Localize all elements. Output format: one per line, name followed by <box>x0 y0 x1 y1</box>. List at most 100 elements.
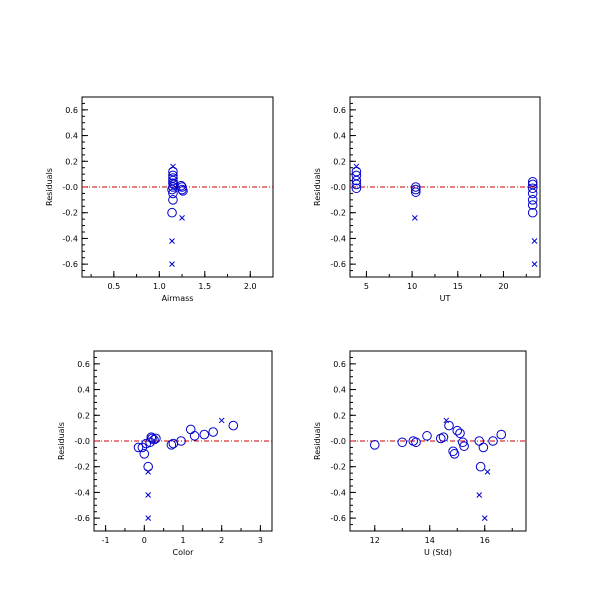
data-point-circle <box>228 420 239 431</box>
data-point-cross <box>531 261 538 267</box>
data-point-circle <box>146 432 157 442</box>
data-point-circle <box>410 187 421 197</box>
y-tick-label: -0.6 <box>74 514 90 523</box>
y-tick-label: 0.6 <box>333 360 346 369</box>
y-tick-label: 0.4 <box>65 132 78 141</box>
data-point-cross <box>145 469 152 475</box>
y-tick-label: 0.4 <box>77 386 90 395</box>
residual-plot-4: 0.6 0.4 0.2 -0.0 -0.2 -0.4 -0.6 12 14 16 U (Std) Re… <box>313 350 527 557</box>
y-tick-label: -0.4 <box>330 234 346 243</box>
data-point-circle <box>411 437 421 448</box>
y-tick-label: -0.2 <box>330 209 346 218</box>
x-tick-label: 0 <box>142 536 147 545</box>
data-point-circle <box>448 446 458 457</box>
data-point-cross <box>481 515 488 521</box>
data-point-circle <box>167 207 177 218</box>
data-point-circle <box>452 425 463 436</box>
data-point-circle <box>168 188 178 199</box>
y-tick-label: -0.2 <box>74 463 90 472</box>
data-point-circle <box>147 433 157 444</box>
data-point-circle <box>149 434 159 445</box>
y-tick-label: -0.6 <box>62 260 78 269</box>
data-point-circle <box>496 429 507 440</box>
x-tick-label: 10 <box>407 282 417 291</box>
data-point-circle <box>410 184 421 195</box>
data-point-circle <box>151 433 161 444</box>
y-tick-label: -0.6 <box>330 514 346 523</box>
y-tick-label: 0.6 <box>65 106 78 115</box>
y-tick-label: -0.0 <box>74 437 90 446</box>
data-point-circle <box>189 431 200 441</box>
data-point-circle <box>410 182 421 192</box>
data-point-cross <box>145 515 152 521</box>
data-point-circle <box>351 179 362 190</box>
y-tick-label: -0.0 <box>330 183 346 192</box>
data-point-cross <box>218 417 225 424</box>
x-tick-label: 20 <box>498 282 508 291</box>
residual-plot-3: 0.6 0.4 0.2 -0.0 -0.2 -0.4 -0.6 -1 0 1 2 3 Color Resi… <box>57 350 273 557</box>
data-point-cross <box>531 238 538 244</box>
x-axis-label: Color <box>173 548 195 557</box>
data-point-circle <box>478 442 489 453</box>
data-point-circle <box>351 183 362 194</box>
data-point-circle <box>459 441 469 451</box>
x-tick-label: 12 <box>370 536 380 545</box>
y-axis-label: Residuals <box>57 422 66 460</box>
data-point-circle <box>166 440 177 450</box>
y-tick-label: -0.6 <box>330 260 346 269</box>
data-point-cross <box>412 215 418 221</box>
data-point-circle <box>351 175 362 186</box>
data-point-circle <box>177 184 187 195</box>
y-tick-label: 0.4 <box>333 132 346 141</box>
data-point-circle <box>527 177 538 187</box>
data-point-cross <box>179 215 185 221</box>
data-point-circle <box>475 461 486 472</box>
data-point-circle <box>397 437 408 448</box>
residual-plot-2: 0.6 0.4 0.2 -0.0 -0.2 -0.4 -0.6 5 10 15 20 UT Residu… <box>313 96 541 303</box>
data-point-cross <box>169 261 175 267</box>
data-point-circle <box>208 427 218 437</box>
data-point-circle <box>185 424 196 435</box>
y-tick-label: -0.4 <box>62 234 78 243</box>
data-point-circle <box>139 449 150 459</box>
data-point-circle <box>527 188 538 199</box>
x-axis-label: UT <box>440 294 451 303</box>
x-tick-label: 3 <box>258 536 263 545</box>
y-tick-label: -0.2 <box>62 209 78 218</box>
data-point-cross <box>484 469 491 475</box>
x-axis-label: U (Std) <box>424 548 452 557</box>
data-point-cross <box>476 492 483 498</box>
data-point-circle <box>488 436 498 446</box>
y-axis-label: Residuals <box>45 168 54 206</box>
data-point-cross <box>353 163 360 170</box>
data-point-circle <box>168 195 178 205</box>
data-point-circle <box>455 428 465 439</box>
data-point-circle <box>177 182 187 192</box>
data-point-circle <box>178 186 188 196</box>
data-point-circle <box>176 180 186 191</box>
y-tick-label: -0.4 <box>330 488 346 497</box>
y-tick-label: 0.6 <box>333 106 346 115</box>
data-point-circle <box>438 432 449 442</box>
data-point-circle <box>199 429 210 440</box>
x-tick-label: 0.5 <box>107 282 120 291</box>
x-tick-label: 2 <box>219 536 224 545</box>
y-tick-label: -0.0 <box>330 437 346 446</box>
y-tick-label: 0.6 <box>77 360 90 369</box>
y-tick-label: 0.2 <box>77 411 90 420</box>
y-axis-label: Residuals <box>313 422 322 460</box>
x-tick-label: 2.0 <box>244 282 257 291</box>
data-point-circle <box>176 436 186 446</box>
data-point-circle <box>527 200 538 210</box>
y-tick-label: -0.2 <box>330 463 346 472</box>
x-tick-label: 14 <box>425 536 435 545</box>
data-point-circle <box>422 431 432 441</box>
x-tick-label: 16 <box>480 536 490 545</box>
x-axis-label: Airmass <box>162 294 194 303</box>
data-point-cross <box>169 238 175 244</box>
data-point-circle <box>369 440 380 450</box>
y-tick-label: -0.4 <box>74 488 90 497</box>
data-point-circle <box>143 461 153 472</box>
